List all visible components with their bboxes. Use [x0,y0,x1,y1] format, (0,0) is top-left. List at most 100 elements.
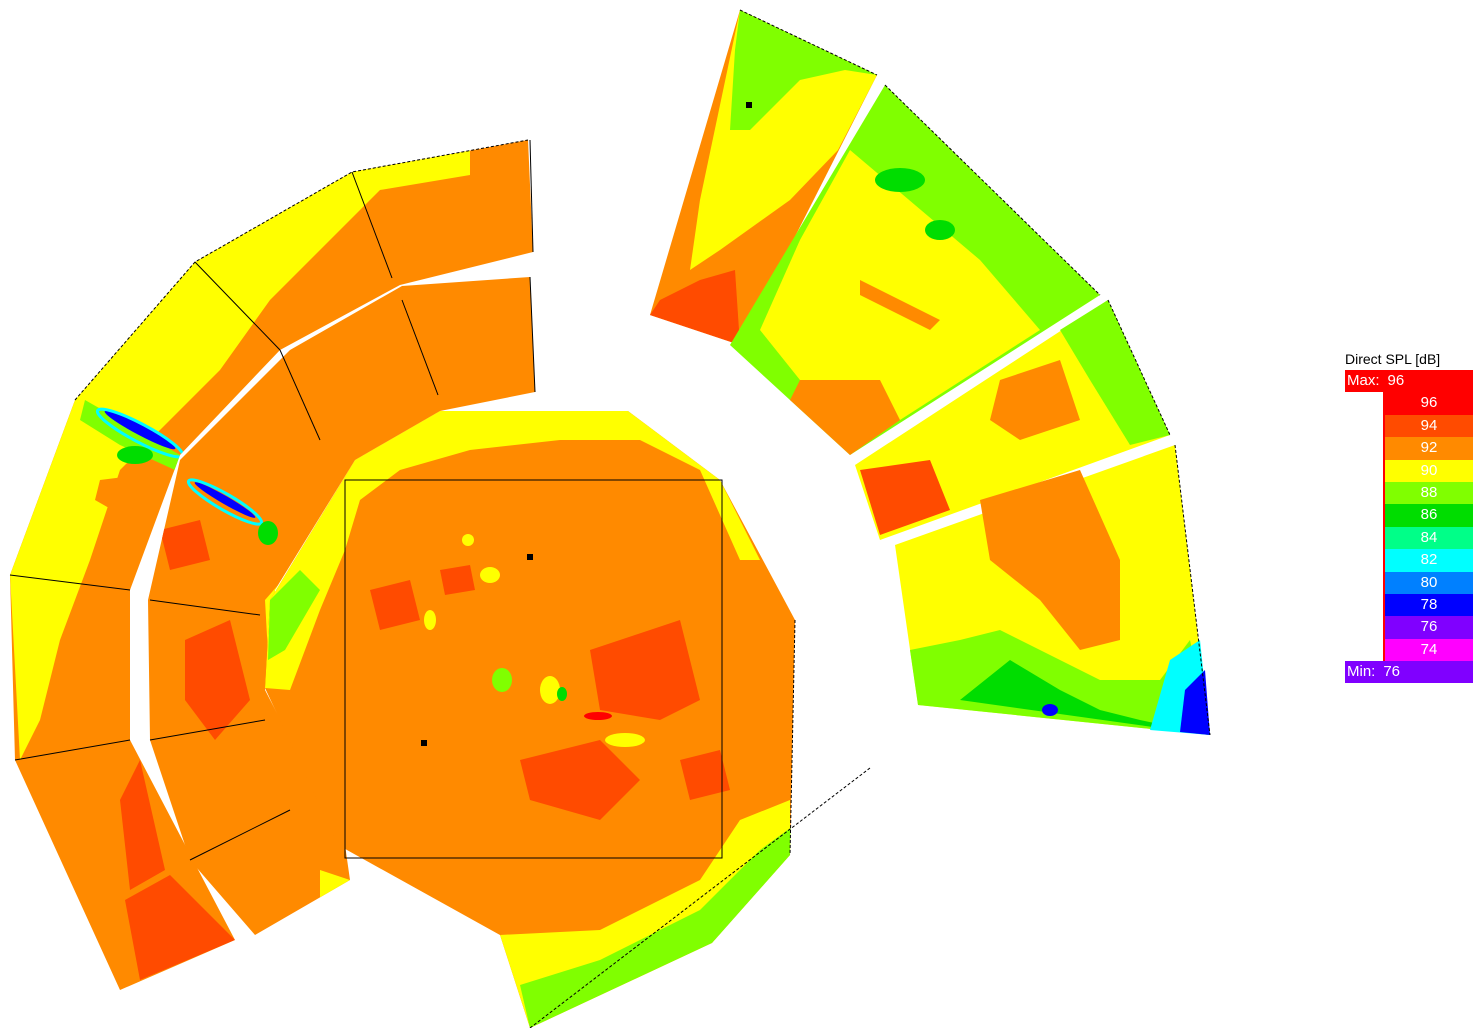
legend-swatch [1385,392,1473,415]
floor-red-2 [520,740,640,820]
legend-swatch [1385,504,1473,527]
legend-step-value: 76 [1420,618,1438,636]
legend-max-label: Max: [1347,372,1380,389]
legend-step-value: 82 [1420,551,1438,569]
floor-red-1 [590,620,700,720]
legend-bracket [1345,460,1385,482]
legend-min-label: Min: [1347,663,1376,681]
right-block-4-blue-spot [1042,704,1058,716]
legend-bracket [1345,482,1385,504]
right-block-2-yellow [760,150,1040,420]
right-block-4-green [910,630,1210,735]
legend-bracket [1345,639,1385,661]
floor-base [265,411,795,1028]
left-outer-orange-patch [95,475,140,520]
legend-swatch [1385,638,1473,662]
right-block-1-green [730,10,877,130]
legend-swatch [1385,549,1473,572]
legend-step-value: 86 [1420,506,1438,524]
floor-bottom-green [520,770,795,1028]
floor-red-4 [680,750,730,800]
floor-green-spot-1 [492,668,512,692]
right-block-1-red [650,270,740,345]
right-block-2-green-spot-1 [875,168,925,192]
right-block-3-green [1060,300,1170,445]
legend-step: 78 [1345,593,1473,617]
legend-swatch [1385,526,1473,550]
floor-yellow-spot-5 [462,534,474,546]
left-inner-green-spot [258,521,278,545]
legend-min: Min: 76 [1345,661,1473,684]
right-block-4-green-2 [960,660,1210,735]
floor-yellow-spot-4 [605,733,645,747]
floor-yellow-spot-3 [540,676,560,704]
left-inner-red-patch-2 [160,520,210,570]
left-outer-divider-1 [194,261,281,351]
left-outer-divider-2 [351,171,393,279]
legend-title: Direct SPL [dB] [1345,351,1441,367]
legend-step-value: 78 [1420,595,1438,613]
left-outer-green-streak [80,400,180,470]
legend-max-value: 96 [1387,372,1405,389]
legend-step-value: 90 [1420,461,1438,479]
right-block-3-orange [990,360,1080,440]
left-inner-cyan-streak [186,478,264,526]
left-inner-divider-1 [279,349,321,441]
legend-swatch [1385,616,1473,639]
floor-seating-zone [265,411,871,1028]
left-outer-red-patch [125,875,235,980]
left-outer-blue-streak [104,410,176,450]
legend-step: 84 [1345,526,1473,550]
legend-step-value: 96 [1420,394,1438,412]
left-outer-red-strip [120,760,165,890]
left-inner-divider-4 [149,719,266,741]
floor-bottom-edge [529,767,871,1028]
floor-red-3 [370,580,420,630]
left-outer-edge [529,139,534,253]
floor-right-edge [789,619,796,856]
right-block-4-blue [1180,670,1210,735]
legend-swatch [1385,571,1473,594]
floor-green-spot-2 [557,687,567,701]
legend-step: 90 [1345,459,1473,482]
right-block-3-red [860,460,950,535]
legend-bracket [1345,549,1385,571]
legend-bracket-line [1383,392,1385,661]
legend-step: 74 [1345,638,1473,662]
legend-max: Max: 96 [1345,370,1473,393]
left-inner-base [148,277,535,935]
legend-swatch [1385,437,1473,460]
right-seating-zone [650,9,1211,736]
left-inner-blue-streak [194,482,256,518]
legend-swatch [1385,481,1473,505]
right-block-2-orange-streak [860,280,940,330]
legend-step: 80 [1345,571,1473,594]
legend-step-value: 92 [1420,439,1438,457]
legend-swatch [1385,414,1473,438]
left-inner-divider-2 [401,299,439,396]
speaker-marker-icon [527,554,533,560]
spl-legend: Direct SPL [dB] Max: 96 96 94 92 90 88 86 84 82 8… [1345,348,1473,684]
legend-bracket [1345,572,1385,594]
legend-swatch [1385,459,1473,482]
legend-step-value: 94 [1420,416,1438,434]
legend-bracket [1345,415,1385,437]
legend-bracket [1345,616,1385,638]
legend-bracket [1345,504,1385,526]
floor-green-left [268,570,320,660]
legend-step: 86 [1345,504,1473,527]
right-edge-4 [1174,444,1211,736]
left-inner-divider-5 [189,809,291,861]
left-inner-edge [529,276,536,393]
legend-step-value: 84 [1420,528,1438,546]
left-outer-divider-3 [9,574,131,591]
legend-step-value: 80 [1420,573,1438,591]
left-inner-red-patch-1 [185,620,250,740]
right-block-4-orange [980,470,1120,650]
legend-min-value: 76 [1383,663,1401,681]
legend-step: 76 [1345,616,1473,639]
speaker-marker-icon [421,740,427,746]
right-block-2-orange [790,380,900,455]
right-edge-1 [739,9,878,76]
left-outer-seating-zone [9,139,534,990]
